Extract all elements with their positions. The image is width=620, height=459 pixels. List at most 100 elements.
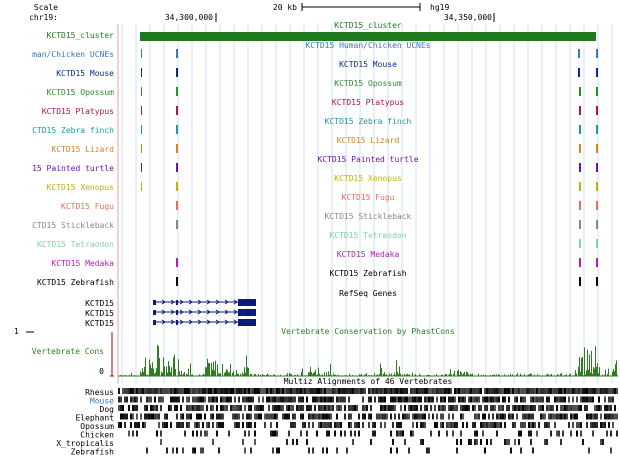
multiz-species-zebrafish[interactable]: Zebrafish xyxy=(71,448,115,457)
alignment-block xyxy=(424,413,426,420)
ucne-element[interactable] xyxy=(596,125,598,134)
alignment-block xyxy=(412,422,414,428)
ucne-element[interactable] xyxy=(579,163,581,172)
ucne-element[interactable] xyxy=(141,144,142,153)
track-label-tetraodon[interactable]: KCTD15 Tetraodon xyxy=(37,240,114,249)
alignment-block xyxy=(336,396,338,403)
ucne-element[interactable] xyxy=(578,68,580,77)
ucne-element[interactable] xyxy=(579,201,581,210)
alignment-block xyxy=(180,405,182,411)
track-label-zebra-finch[interactable]: CTD15 Zebra finch xyxy=(32,126,114,135)
ucne-element[interactable] xyxy=(579,106,581,115)
alignment-block xyxy=(266,388,268,394)
ucne-element[interactable] xyxy=(176,182,178,191)
ucne-element[interactable] xyxy=(141,49,142,58)
ucne-element[interactable] xyxy=(176,125,178,134)
alignment-block xyxy=(336,388,338,394)
ucne-element[interactable] xyxy=(176,220,178,229)
multiz-species-elephant[interactable]: Elephant xyxy=(75,414,114,423)
alignment-block xyxy=(462,396,464,403)
track-label-cluster[interactable]: KCTD15_cluster xyxy=(47,31,115,40)
ucne-element[interactable] xyxy=(141,182,142,191)
multiz-species-opossum[interactable]: Opossum xyxy=(80,422,114,431)
ucne-element[interactable] xyxy=(579,277,581,286)
ucne-element[interactable] xyxy=(579,87,581,96)
alignment-block xyxy=(418,388,420,394)
track-label-medaka[interactable]: KCTD15 Medaka xyxy=(51,259,114,268)
alignment-block xyxy=(286,388,288,394)
ucne-element[interactable] xyxy=(176,144,178,153)
ucne-element[interactable] xyxy=(176,68,178,77)
track-label-mouse[interactable]: KCTD15 Mouse xyxy=(56,69,114,78)
alignment-block xyxy=(484,388,486,394)
ucne-element[interactable] xyxy=(176,258,178,267)
ucne-element[interactable] xyxy=(596,68,598,77)
ucne-element[interactable] xyxy=(596,258,598,267)
ucne-element[interactable] xyxy=(141,87,142,96)
track-label-human-chicken[interactable]: man/Chicken UCNEs xyxy=(32,50,114,59)
alignment-block xyxy=(198,388,200,394)
alignment-block xyxy=(336,422,338,428)
track-label-fugu[interactable]: KCTD15 Fugu xyxy=(61,202,114,211)
track-label-painted-turtle[interactable]: 15 Painted turtle xyxy=(32,164,114,173)
ucne-element[interactable] xyxy=(176,277,178,286)
ucne-element[interactable] xyxy=(176,163,178,172)
alignment-block xyxy=(278,447,280,454)
alignment-block xyxy=(362,413,364,420)
ucne-element[interactable] xyxy=(579,125,581,134)
track-label-platypus[interactable]: KCTD15 Platypus xyxy=(42,107,114,116)
ucne-element[interactable] xyxy=(141,68,142,77)
multiz-species-chicken[interactable]: Chicken xyxy=(80,431,114,440)
ucne-element[interactable] xyxy=(579,144,581,153)
multiz-species-dog[interactable]: Dog xyxy=(100,405,115,414)
alignment-block xyxy=(178,396,180,403)
ucne-element[interactable] xyxy=(579,258,581,267)
alignment-block xyxy=(260,405,262,411)
ucne-element[interactable] xyxy=(141,163,142,172)
ucne-element[interactable] xyxy=(596,49,598,58)
ucne-element[interactable] xyxy=(596,144,598,153)
alignment-block xyxy=(182,396,184,403)
ucne-element[interactable] xyxy=(596,87,598,96)
ucne-element[interactable] xyxy=(596,201,598,210)
ucne-element[interactable] xyxy=(176,201,178,210)
ucne-element[interactable] xyxy=(176,106,178,115)
alignment-block xyxy=(312,388,314,394)
conservation-track[interactable]: Vertebrate Conservation by PhastCons Ver… xyxy=(14,327,618,377)
ucne-element[interactable] xyxy=(596,239,598,248)
alignment-block xyxy=(118,396,120,403)
track-label-stickleback[interactable]: CTD15 Stickleback xyxy=(32,221,114,230)
ucne-element[interactable] xyxy=(176,87,178,96)
alignment-block xyxy=(252,388,254,394)
ucne-element[interactable] xyxy=(176,49,178,58)
ucne-element[interactable] xyxy=(596,106,598,115)
ucne-element[interactable] xyxy=(596,220,598,229)
gene-models[interactable] xyxy=(153,299,256,326)
track-label-xenopus[interactable]: KCTD15 Xenopus xyxy=(47,183,115,192)
track-label-lizard[interactable]: KCTD15 Lizard xyxy=(51,145,114,154)
alignment-block xyxy=(312,413,314,420)
alignment-block xyxy=(464,388,466,394)
alignment-block xyxy=(612,388,614,394)
alignment-block xyxy=(468,439,470,445)
ucne-element[interactable] xyxy=(596,182,598,191)
track-label-opossum[interactable]: KCTD15 Opossum xyxy=(47,88,115,97)
refseq-genes-track[interactable]: RefSeq Genes KCTD15 KCTD15 KCTD15 xyxy=(85,289,397,328)
ucne-element[interactable] xyxy=(141,125,142,134)
ucne-element[interactable] xyxy=(579,220,581,229)
ucne-element[interactable] xyxy=(579,239,581,248)
multiz-species-mouse[interactable]: Mouse xyxy=(90,397,114,406)
ucne-element[interactable] xyxy=(578,49,580,58)
multiz-species-x-tropicalis[interactable]: X_tropicalis xyxy=(56,439,114,448)
multiz-species-rhesus[interactable]: Rhesus xyxy=(85,388,114,397)
multiz-track[interactable]: Multiz Alignments of 46 Vertebrates Rhes… xyxy=(56,377,618,457)
track-label-zebrafish[interactable]: KCTD15 Zebrafish xyxy=(37,278,114,287)
ucne-element[interactable] xyxy=(596,163,598,172)
ucne-element[interactable] xyxy=(579,182,581,191)
alignment-block xyxy=(162,396,164,403)
ucne-element[interactable] xyxy=(141,106,142,115)
ucne-element[interactable] xyxy=(596,277,598,286)
cluster-bar[interactable] xyxy=(140,32,596,41)
